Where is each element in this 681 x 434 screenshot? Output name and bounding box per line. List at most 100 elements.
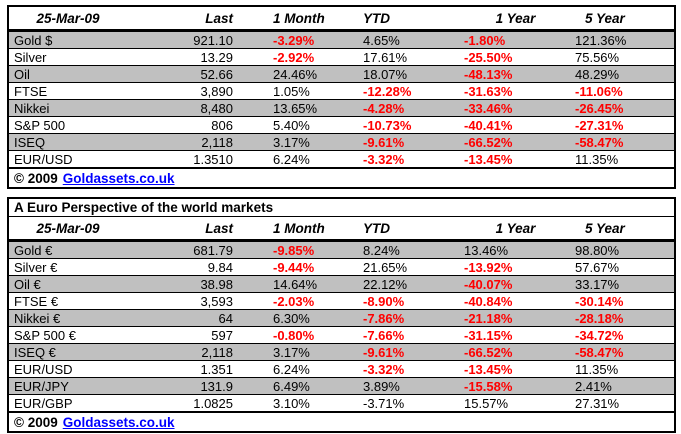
- pct-1month: -0.80%: [273, 327, 315, 343]
- col-header-ytd: YTD: [363, 10, 390, 26]
- pct-1month: -9.44%: [273, 259, 315, 275]
- row-label: Silver €: [14, 259, 58, 275]
- pct-1year: -33.46%: [464, 100, 513, 116]
- pct-ytd: 22.12%: [363, 276, 408, 292]
- pct-1month: -2.92%: [273, 49, 315, 65]
- pct-1year: 15.57%: [464, 395, 509, 411]
- pct-1month: 14.64%: [273, 276, 318, 292]
- table-row: Silver 13.29 -2.92% 17.61% -25.50% 75.56%: [9, 48, 674, 65]
- pct-5year: 11.35%: [575, 151, 619, 167]
- col-header-last: Last: [205, 220, 233, 236]
- last-value: 597: [211, 327, 233, 343]
- pct-5year: -26.45%: [575, 100, 624, 116]
- row-label: Gold $: [14, 32, 53, 48]
- pct-1month: 5.40%: [273, 117, 310, 133]
- pct-1year: -66.52%: [464, 134, 513, 150]
- table-row: ISEQ € 2,118 3.17% -9.61% -66.52% -58.47%: [9, 343, 674, 360]
- pct-1year: -40.84%: [464, 293, 513, 309]
- table-footer: © 2009 Goldassets.co.uk: [9, 167, 674, 187]
- last-value: 131.9: [200, 378, 233, 394]
- pct-5year: 57.67%: [575, 259, 620, 275]
- col-header-date: 25-Mar-09: [36, 220, 100, 236]
- col-header-ytd: YTD: [363, 220, 390, 236]
- pct-5year: 33.17%: [575, 276, 620, 292]
- table-row: Oil 52.66 24.46% 18.07% -48.13% 48.29%: [9, 65, 674, 82]
- table-row: Nikkei 8,480 13.65% -4.28% -33.46% -26.45%: [9, 99, 674, 116]
- last-value: 8,480: [200, 100, 233, 116]
- last-value: 13.29: [200, 49, 233, 65]
- last-value: 1.0825: [193, 395, 233, 411]
- pct-1month: -2.03%: [273, 293, 315, 309]
- col-header-5year: 5 Year: [585, 10, 625, 26]
- pct-ytd: -3.32%: [363, 151, 405, 167]
- pct-1year: -13.92%: [464, 259, 513, 275]
- pct-ytd: -7.86%: [363, 310, 405, 326]
- pct-1month: -3.29%: [273, 32, 315, 48]
- table-header-row: 25-Mar-09 Last 1 Month YTD 1 Year 5 Year: [9, 217, 674, 242]
- col-header-1month: 1 Month: [273, 10, 325, 26]
- copyright-text: © 2009: [14, 170, 58, 186]
- last-value: 2,118: [201, 344, 233, 360]
- row-label: EUR/JPY: [14, 378, 69, 394]
- last-value: 1.3510: [193, 151, 233, 167]
- pct-1year: -1.80%: [464, 32, 506, 48]
- col-header-last: Last: [205, 10, 233, 26]
- col-header-5year: 5 Year: [585, 220, 625, 236]
- pct-1year: -21.18%: [464, 310, 513, 326]
- table-row: Nikkei € 64 6.30% -7.86% -21.18% -28.18%: [9, 309, 674, 326]
- goldassets-link[interactable]: Goldassets.co.uk: [62, 414, 175, 430]
- row-label: ISEQ: [14, 134, 46, 150]
- pct-5year: 11.35%: [575, 361, 619, 377]
- row-label: S&P 500 €: [14, 327, 76, 343]
- pct-5year: 27.31%: [575, 395, 620, 411]
- table-header-row: 25-Mar-09 Last 1 Month YTD 1 Year 5 Year: [9, 7, 674, 32]
- pct-ytd: -4.28%: [363, 100, 405, 116]
- row-label: FTSE: [14, 83, 48, 99]
- row-label: EUR/GBP: [14, 395, 73, 411]
- row-label: EUR/USD: [14, 151, 73, 167]
- pct-1year: -25.50%: [464, 49, 513, 65]
- pct-1month: 3.17%: [273, 134, 310, 150]
- last-value: 2,118: [201, 134, 233, 150]
- last-value: 3,593: [200, 293, 233, 309]
- pct-1year: -31.63%: [464, 83, 513, 99]
- col-header-1year: 1 Year: [495, 220, 536, 236]
- pct-1month: 3.17%: [273, 344, 310, 360]
- pct-1year: -13.45%: [464, 361, 513, 377]
- col-header-1year: 1 Year: [495, 10, 536, 26]
- pct-1year: -40.07%: [464, 276, 513, 292]
- last-value: 64: [218, 310, 233, 326]
- row-label: ISEQ €: [14, 344, 56, 360]
- usd-markets-table: 25-Mar-09 Last 1 Month YTD 1 Year 5 Year Gold …: [7, 5, 676, 189]
- goldassets-link[interactable]: Goldassets.co.uk: [62, 170, 175, 186]
- pct-ytd: 3.89%: [363, 378, 400, 394]
- last-value: 9.84: [207, 259, 233, 275]
- pct-1month: -9.85%: [273, 242, 315, 258]
- table-title-row: A Euro Perspective of the world markets: [9, 199, 674, 217]
- table-row: EUR/USD 1.3510 6.24% -3.32% -13.45% 11.35%: [9, 150, 674, 167]
- table-row: Gold € 681.79 -9.85% 8.24% 13.46% 98.80%: [9, 242, 674, 258]
- last-value: 38.98: [200, 276, 233, 292]
- pct-1month: 6.24%: [273, 151, 310, 167]
- col-header-1month: 1 Month: [273, 220, 325, 236]
- pct-1month: 6.24%: [273, 361, 310, 377]
- pct-5year: -27.31%: [575, 117, 624, 133]
- pct-1month: 13.65%: [273, 100, 318, 116]
- last-value: 921.10: [193, 32, 233, 48]
- table-row: S&P 500 € 597 -0.80% -7.66% -31.15% -34.72%: [9, 326, 674, 343]
- pct-5year: 121.36%: [575, 32, 627, 48]
- pct-ytd: 17.61%: [363, 49, 408, 65]
- last-value: 681.79: [193, 242, 233, 258]
- row-label: Silver: [14, 49, 47, 65]
- pct-ytd: 4.65%: [363, 32, 400, 48]
- pct-ytd: -9.61%: [363, 344, 405, 360]
- euro-markets-table: A Euro Perspective of the world markets 2…: [7, 197, 676, 433]
- pct-1year: -66.52%: [464, 344, 513, 360]
- pct-ytd: 21.65%: [363, 259, 408, 275]
- pct-5year: -58.47%: [575, 344, 624, 360]
- pct-1year: -48.13%: [464, 66, 513, 82]
- last-value: 3,890: [200, 83, 233, 99]
- pct-5year: -30.14%: [575, 293, 624, 309]
- pct-5year: -58.47%: [575, 134, 624, 150]
